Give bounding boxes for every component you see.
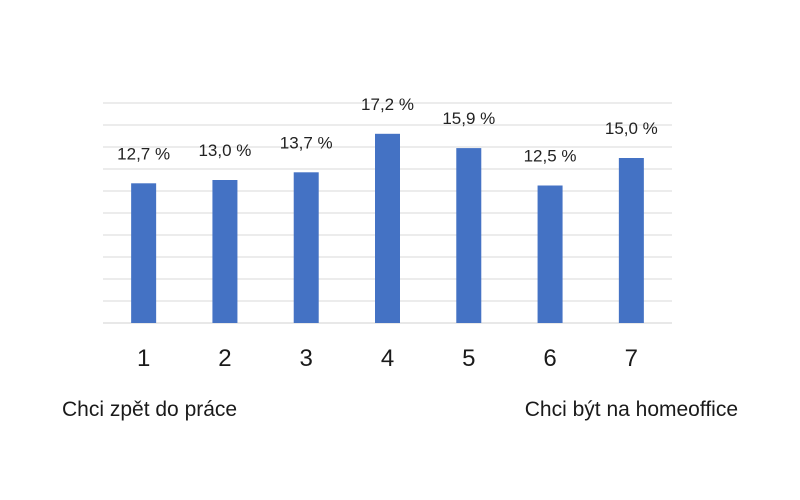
x-tick-label-3: 3	[300, 345, 313, 372]
data-labels: 12,7 % 13,0 % 13,7 % 17,2 % 15,9 % 12,5 % 15,0…	[117, 95, 658, 166]
bar-1	[131, 183, 157, 323]
data-label-5: 15,9 %	[442, 109, 495, 128]
bar-6	[537, 185, 563, 323]
bar-2	[212, 180, 238, 323]
data-label-2: 13,0 %	[198, 141, 251, 160]
x-tick-label-1: 1	[137, 345, 150, 372]
data-label-6: 12,5 %	[524, 147, 577, 166]
data-label-3: 13,7 %	[280, 133, 333, 152]
x-tick-label-4: 4	[381, 345, 394, 372]
scale-right-label: Chci být na homeoffice	[524, 398, 738, 421]
data-label-7: 15,0 %	[605, 119, 658, 138]
bars	[131, 133, 644, 323]
x-tick-label-2: 2	[218, 345, 231, 372]
x-tick-label-7: 7	[625, 345, 638, 372]
x-tick-label-5: 5	[462, 345, 475, 372]
data-label-1: 12,7 %	[117, 144, 170, 163]
bar-5	[456, 148, 482, 323]
x-axis-ticks: 1 2 3 4 5 6 7	[137, 345, 638, 372]
bar-4	[375, 133, 400, 323]
scale-left-label: Chci zpět do práce	[62, 398, 238, 421]
bar-7	[618, 158, 644, 323]
x-tick-label-6: 6	[543, 345, 556, 372]
data-label-4: 17,2 %	[361, 95, 414, 114]
bar-3	[293, 172, 319, 323]
